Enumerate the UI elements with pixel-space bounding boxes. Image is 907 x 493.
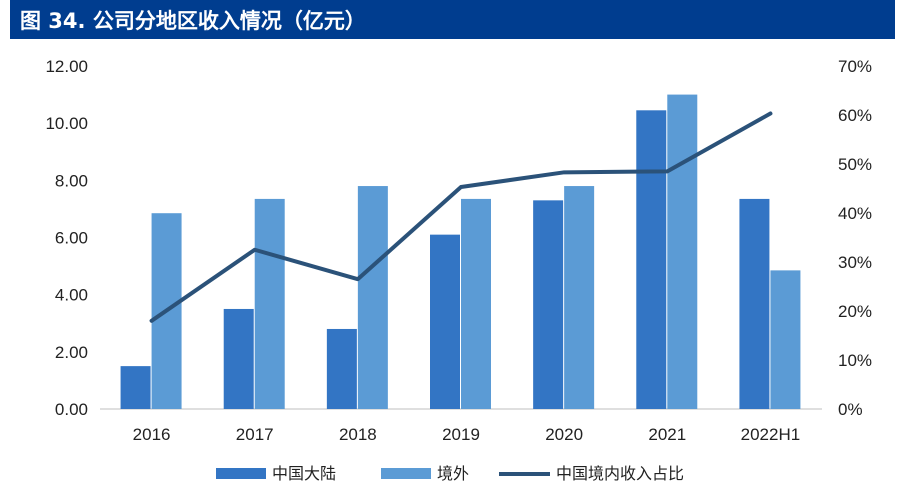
y-left-tick-label: 4.00: [55, 286, 88, 305]
x-tick-label: 2017: [236, 425, 274, 444]
legend-label-share: 中国境内收入占比: [556, 464, 684, 483]
x-tick-label: 2019: [442, 425, 480, 444]
x-tick-label: 2016: [133, 425, 171, 444]
bar-overseas: [770, 270, 801, 409]
x-tick-label: 2020: [545, 425, 583, 444]
bar-mainland: [636, 110, 667, 409]
line-point: [254, 249, 256, 251]
y-right-tick-label: 10%: [838, 351, 872, 370]
y-left-tick-label: 2.00: [55, 343, 88, 362]
bars: [120, 94, 801, 409]
legend-label-mainland: 中国大陆: [272, 464, 336, 483]
axes: 0.00 2.00 4.00 6.00 8.00 10.00 12.00 0% 10% 20% 30…: [45, 57, 872, 444]
legend-swatch-mainland: [216, 468, 266, 479]
y-left-tick-label: 12.00: [45, 57, 88, 76]
y-right-tick-label: 20%: [838, 302, 872, 321]
y-left-tick-label: 10.00: [45, 114, 88, 133]
legend-label-overseas: 境外: [437, 464, 469, 483]
y-right-tick-label: 40%: [838, 204, 872, 223]
y-right-tick-label: 30%: [838, 253, 872, 272]
legend: 中国大陆 境外 中国境内收入占比: [216, 464, 684, 483]
bar-overseas: [254, 198, 285, 409]
bar-mainland: [223, 308, 254, 409]
y-right-tick-label: 60%: [838, 106, 872, 125]
bar-mainland: [533, 200, 564, 409]
bar-mainland: [326, 328, 357, 409]
x-tick-label: 2018: [339, 425, 377, 444]
line-point: [151, 320, 153, 322]
x-tick-label: 2021: [648, 425, 686, 444]
bar-mainland: [120, 366, 151, 409]
y-left-tick-label: 0.00: [55, 400, 88, 419]
bar-overseas: [461, 198, 491, 409]
y-right-tick-label: 50%: [838, 155, 872, 174]
bar-mainland: [430, 234, 460, 409]
line-point: [769, 113, 771, 115]
legend-swatch-overseas: [381, 468, 431, 479]
y-left-tick-label: 8.00: [55, 171, 88, 190]
line-point: [563, 171, 565, 173]
line-point: [666, 170, 668, 172]
chart-title: 图 34. 公司分地区收入情况（亿元）: [20, 9, 366, 33]
title-bar: 图 34. 公司分地区收入情况（亿元）: [10, 0, 895, 39]
y-right-tick-label: 70%: [838, 57, 872, 76]
y-right-tick-label: 0%: [838, 400, 863, 419]
line-point: [357, 278, 359, 280]
line-point: [460, 186, 462, 188]
x-tick-label: 2022H1: [741, 425, 801, 444]
y-left-tick-label: 6.00: [55, 229, 88, 248]
bar-overseas: [357, 186, 388, 409]
share-line: [149, 111, 773, 323]
bar-mainland: [739, 198, 770, 409]
bar-overseas: [564, 186, 595, 409]
bar-overseas: [667, 94, 698, 409]
